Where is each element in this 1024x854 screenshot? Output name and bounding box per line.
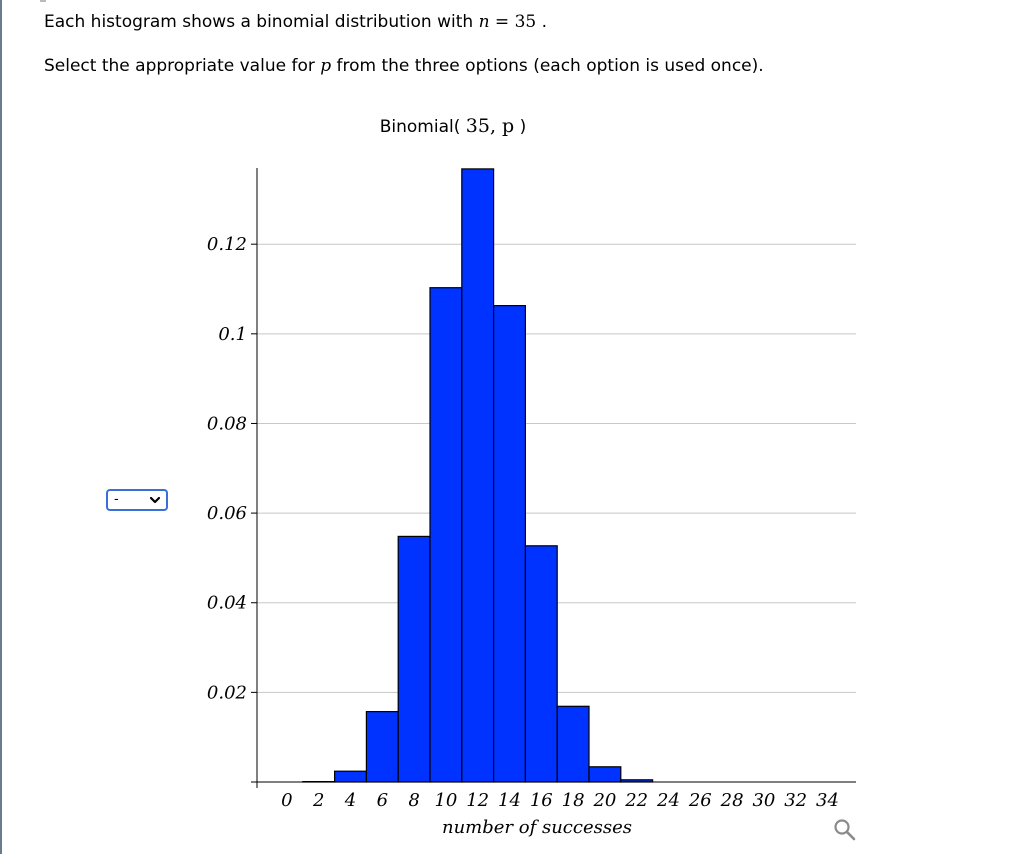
instruction-text: Select the appropriate value for — [44, 56, 321, 76]
x-axis-ticks: 0 2 4 6 8 10 12 14 16 18 20 22 24 26 28 30 32 34 — [281, 790, 839, 811]
equals-sign: = — [489, 12, 515, 32]
chart-title-suffix: ) — [514, 117, 526, 137]
histogram-bar — [429, 287, 463, 783]
x-tick-label: 8 — [408, 790, 419, 811]
histogram-bar — [365, 710, 399, 783]
question-line-1: Each histogram shows a binomial distribu… — [44, 12, 547, 32]
histogram-bar — [588, 766, 622, 783]
p-value-select[interactable]: - — [106, 489, 168, 511]
y-tick-label: 0.08 — [207, 413, 247, 434]
p-value-selected: - — [114, 492, 119, 507]
histogram-bar — [493, 305, 527, 783]
axes — [251, 168, 856, 788]
histogram-bar — [556, 705, 590, 783]
y-tick-label: 0.02 — [207, 682, 247, 703]
x-tick-label: 0 — [281, 790, 292, 811]
bars — [302, 168, 654, 783]
chevron-down-icon — [149, 496, 161, 504]
x-tick-label: 32 — [784, 790, 807, 811]
chart-title: Binomial( 35, p ) — [380, 115, 527, 137]
x-tick-label: 16 — [530, 790, 553, 811]
magnifier-icon[interactable] — [832, 817, 858, 843]
question-text: Each histogram shows a binomial distribu… — [44, 12, 479, 32]
question-text-end: . — [536, 12, 548, 32]
instruction-text-end: from the three options (each option is u… — [331, 56, 764, 76]
x-tick-label: 2 — [312, 790, 324, 811]
histogram-bar — [397, 535, 431, 783]
x-tick-label: 20 — [592, 790, 616, 811]
x-tick-label: 28 — [720, 790, 744, 811]
histogram-bar — [461, 168, 495, 783]
histogram-bar — [334, 770, 368, 783]
variable-p: p — [320, 56, 332, 76]
window-top-mark — [40, 0, 46, 2]
question-line-2: Select the appropriate value for p from … — [44, 56, 764, 76]
y-axis-ticks: 0.02 0.04 0.06 0.08 0.1 0.12 — [207, 234, 257, 703]
x-tick-label: 22 — [624, 790, 648, 811]
chart-title-prefix: Binomial( — [380, 117, 466, 137]
x-tick-label: 18 — [562, 790, 585, 811]
x-axis-label: number of successes — [442, 817, 632, 838]
y-tick-label: 0.1 — [218, 324, 247, 345]
variable-n: n — [478, 12, 490, 32]
y-tick-label: 0.04 — [207, 593, 247, 614]
chart-title-math: 35, p — [466, 115, 514, 137]
x-tick-label: 12 — [466, 790, 489, 811]
x-tick-label: 30 — [752, 790, 775, 811]
histogram-bar — [524, 545, 558, 783]
x-tick-label: 34 — [816, 790, 839, 811]
y-tick-label: 0.06 — [207, 503, 247, 524]
n-value: 35 — [514, 12, 537, 32]
x-tick-label: 4 — [344, 790, 356, 811]
x-tick-label: 26 — [688, 790, 712, 811]
x-tick-label: 6 — [377, 790, 388, 811]
window-left-edge — [0, 0, 2, 854]
x-tick-label: 14 — [498, 790, 521, 811]
y-tick-label: 0.12 — [207, 234, 247, 255]
x-tick-label: 10 — [434, 790, 457, 811]
x-tick-label: 24 — [656, 790, 680, 811]
